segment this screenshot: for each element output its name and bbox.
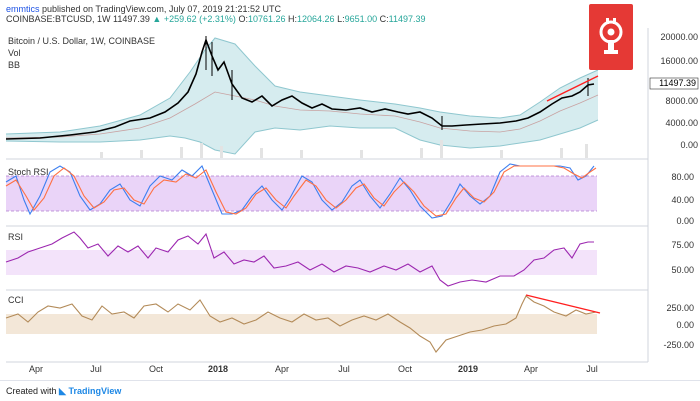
volume-bar xyxy=(300,150,303,158)
time-axis-label: 2018 xyxy=(208,364,228,374)
author-link[interactable]: emmtics xyxy=(6,4,40,14)
stoch-axis-label: 0.00 xyxy=(676,216,694,226)
stoch-band xyxy=(6,176,597,211)
tradingview-brand[interactable]: TradingView xyxy=(68,386,122,396)
symbol-info: COINBASE:BTCUSD, 1W 11497.39 ▲ +259.62 (… xyxy=(6,14,426,24)
stoch-axis-label: 80.00 xyxy=(671,172,694,182)
chart-header: emmtics published on TradingView.com, Ju… xyxy=(0,0,700,24)
indicator-volume-label: Vol xyxy=(8,48,21,58)
cci-axis-label: -250.00 xyxy=(663,340,694,350)
bollinger-lower xyxy=(5,119,599,155)
created-with-label: Created with xyxy=(6,386,57,396)
cci-pane-title: CCI xyxy=(8,295,24,305)
low-value: 9651.00 xyxy=(344,14,378,24)
time-axis-label: Oct xyxy=(149,364,164,374)
close-value: 11497.39 xyxy=(388,14,426,24)
bollinger-upper xyxy=(5,37,599,135)
rsi-pane-title: RSI xyxy=(8,232,23,242)
price-axis-label: 0.00 xyxy=(680,140,698,150)
open-value: 10761.26 xyxy=(247,14,286,24)
indicator-bb-label: BB xyxy=(8,60,21,70)
time-axis-label: Oct xyxy=(398,364,413,374)
volume-bar xyxy=(420,148,423,158)
bollinger-band-fill xyxy=(6,38,598,154)
rsi-axis-label: 50.00 xyxy=(671,265,694,275)
cci-band xyxy=(6,314,597,334)
cci-trendline-icon[interactable] xyxy=(525,294,601,314)
volume-bar xyxy=(180,147,183,158)
cci-line xyxy=(5,295,597,353)
cci-pane: CCI 250.00 0.00 -250.00 xyxy=(5,294,694,353)
stoch-axis-label: 40.00 xyxy=(671,195,694,205)
footer: Created with ◣ TradingView xyxy=(0,380,700,401)
rsi-pane: RSI 75.00 50.00 xyxy=(5,231,694,287)
low-label: L: xyxy=(337,14,345,24)
trendline-icon[interactable] xyxy=(546,75,599,102)
volume-bar xyxy=(585,144,588,158)
bollinger-basis xyxy=(5,91,599,139)
time-axis-label: Jul xyxy=(586,364,598,374)
last-price-tag xyxy=(649,77,699,90)
high-label: H: xyxy=(288,14,298,24)
publish-text: published on TradingView.com, July 07, 2… xyxy=(42,4,281,14)
time-axis-label: 2019 xyxy=(458,364,478,374)
time-axis-label: Apr xyxy=(524,364,538,374)
rsi-line xyxy=(5,231,594,287)
main-pane: 20000.00 16000.00 8000.00 4000.00 0.00 1… xyxy=(5,32,699,158)
stoch-rsi-pane: Stoch RSI 80.00 40.00 0.00 xyxy=(5,163,694,226)
stoch-pane-title: Stoch RSI xyxy=(8,167,49,177)
time-axis-label: Jul xyxy=(338,364,350,374)
time-axis-label: Apr xyxy=(29,364,43,374)
cci-axis-label: 250.00 xyxy=(666,303,694,313)
volume-bar xyxy=(360,150,363,158)
volume-bars xyxy=(100,140,588,158)
main-pane-title: Bitcoin / U.S. Dollar, 1W, COINBASE xyxy=(8,36,156,46)
symbol-name: COINBASE:BTCUSD, 1W xyxy=(6,14,111,24)
volume-bar xyxy=(560,148,563,158)
publish-info: emmtics published on TradingView.com, Ju… xyxy=(6,4,281,14)
price-axis-label: 20000.00 xyxy=(660,32,698,42)
volume-bar xyxy=(500,150,503,158)
volume-bar xyxy=(260,148,263,158)
price-axis-label: 4000.00 xyxy=(665,118,698,128)
created-with-text: Created with ◣ TradingView xyxy=(6,386,121,397)
price-change: +259.62 (+2.31%) xyxy=(163,14,236,24)
stoch-d-line xyxy=(5,165,597,217)
tradingview-icon[interactable]: ◣ xyxy=(59,386,66,396)
last-price-tag-text: 11497.39 xyxy=(659,78,696,88)
volume-bar xyxy=(200,143,203,158)
chart-canvas[interactable]: 20000.00 16000.00 8000.00 4000.00 0.00 1… xyxy=(0,0,700,380)
time-axis: Apr Jul Oct 2018 Apr Jul Oct 2019 Apr Ju… xyxy=(29,364,598,374)
volume-bar xyxy=(140,150,143,158)
high-value: 12064.26 xyxy=(297,14,335,24)
change-arrow-icon: ▲ xyxy=(152,14,162,24)
bitcoin-podcast-logo-icon xyxy=(589,4,633,70)
cci-axis-label: 0.00 xyxy=(676,320,694,330)
time-axis-label: Jul xyxy=(90,364,102,374)
price-candles xyxy=(5,37,595,140)
rsi-band xyxy=(6,250,597,275)
volume-bar xyxy=(440,140,443,158)
close-label: C: xyxy=(379,14,389,24)
rsi-axis-label: 75.00 xyxy=(671,240,694,250)
open-label: O: xyxy=(238,14,248,24)
last-price: 11497.39 xyxy=(113,14,150,24)
price-axis-label: 16000.00 xyxy=(660,56,698,66)
volume-bar xyxy=(220,146,223,158)
volume-bar xyxy=(100,152,103,158)
price-axis-label: 8000.00 xyxy=(665,96,698,106)
time-axis-label: Apr xyxy=(275,364,289,374)
